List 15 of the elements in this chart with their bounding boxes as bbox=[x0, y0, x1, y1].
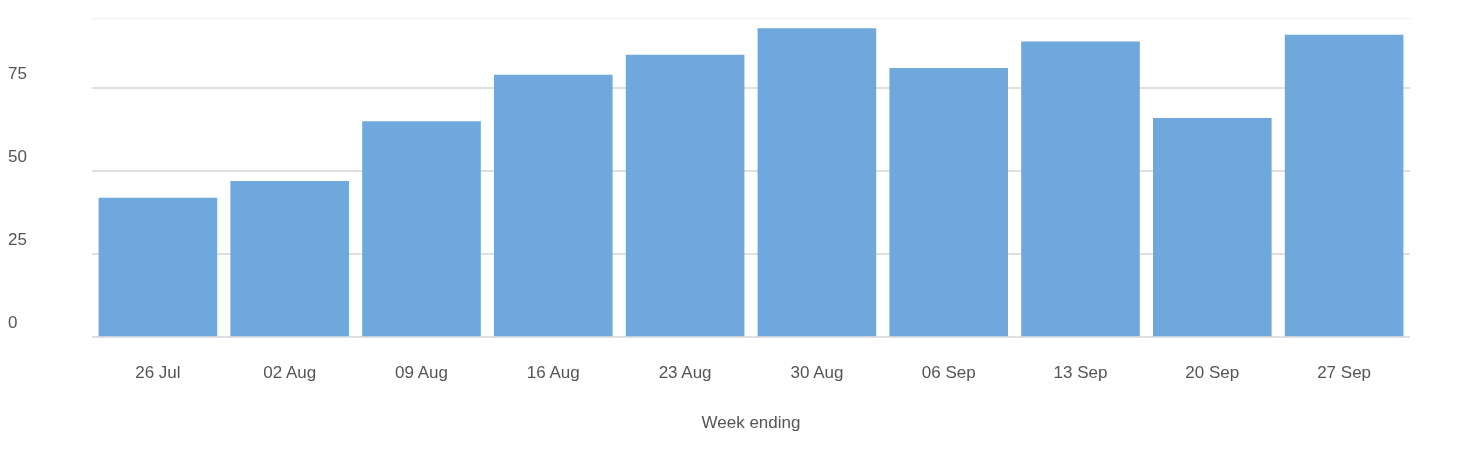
x-tick-label: 13 Sep bbox=[1053, 363, 1108, 383]
x-tick-label: 02 Aug bbox=[263, 363, 317, 383]
x-tick-label: 30 Aug bbox=[790, 363, 844, 383]
x-axis-title: Week ending bbox=[701, 413, 801, 433]
y-tick-label: 50 bbox=[8, 146, 27, 166]
x-tick-label: 26 Jul bbox=[135, 363, 181, 383]
x-tick-label: 27 Sep bbox=[1317, 363, 1372, 383]
y-tick-label: 75 bbox=[8, 63, 27, 83]
x-tick-label: 06 Sep bbox=[921, 363, 976, 383]
x-tick-label: 20 Sep bbox=[1185, 363, 1240, 383]
x-tick-label: 16 Aug bbox=[526, 363, 580, 383]
y-tick-label: 25 bbox=[8, 229, 27, 249]
x-tick-label: 09 Aug bbox=[395, 363, 448, 383]
y-tick-label: 0 bbox=[8, 312, 18, 332]
x-tick-label: 23 Aug bbox=[658, 363, 712, 383]
